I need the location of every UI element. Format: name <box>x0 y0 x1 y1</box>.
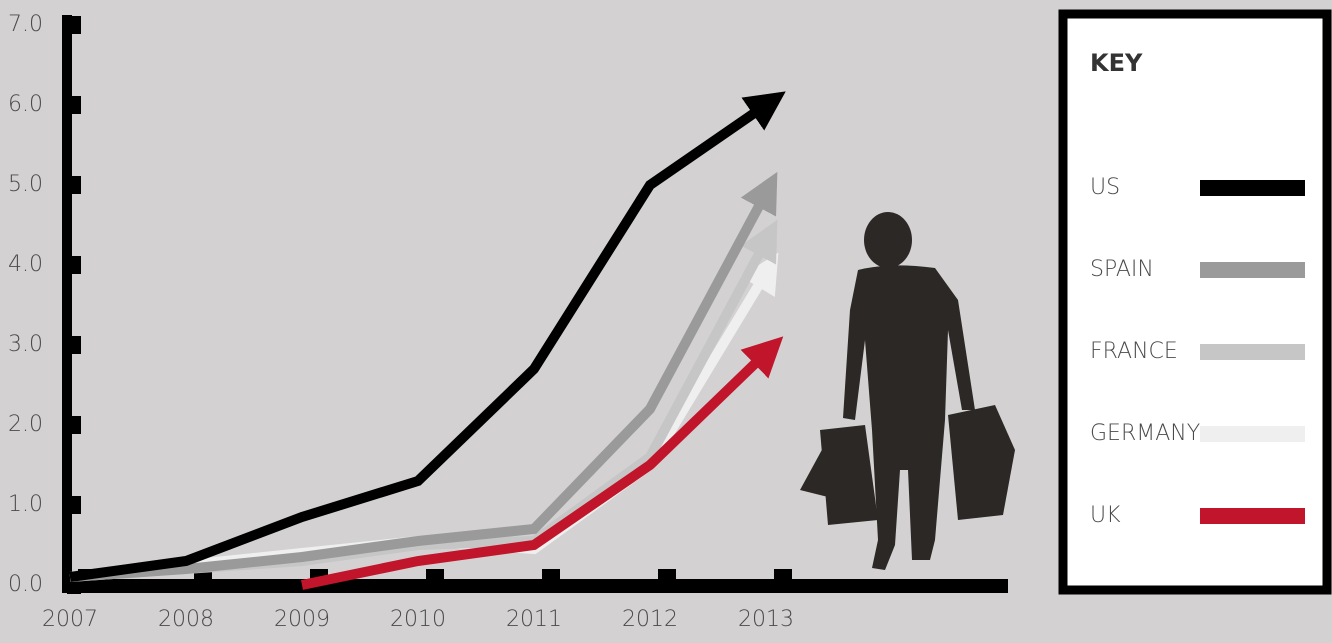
series-line <box>300 336 784 590</box>
y-tick-mark <box>67 336 81 354</box>
y-tick-mark <box>67 416 81 434</box>
y-tick-label: 0.0 <box>8 572 43 597</box>
legend-swatch <box>1200 508 1305 524</box>
legend-label: UK <box>1090 503 1121 528</box>
legend-box <box>1058 9 1332 595</box>
y-tick-label: 3.0 <box>8 332 43 357</box>
x-tick-label: 2008 <box>158 607 214 632</box>
legend-label: FRANCE <box>1090 339 1178 364</box>
y-tick-mark <box>67 496 81 514</box>
x-tick-label: 2007 <box>42 607 98 632</box>
legend-swatch <box>1200 426 1305 442</box>
y-tick-label: 6.0 <box>8 92 43 117</box>
y-tick-label: 7.0 <box>8 12 43 37</box>
legend-label: GERMANY <box>1090 421 1200 446</box>
legend-swatch <box>1200 344 1305 360</box>
legend-title: KEY <box>1090 49 1143 77</box>
y-tick-label: 4.0 <box>8 252 43 277</box>
legend-label: SPAIN <box>1090 257 1154 282</box>
y-tick-label: 5.0 <box>8 172 43 197</box>
x-tick-label: 2010 <box>390 607 446 632</box>
x-tick-mark <box>774 569 792 583</box>
x-tick-mark <box>658 569 676 583</box>
y-tick-mark <box>67 16 81 34</box>
x-tick-label: 2012 <box>622 607 678 632</box>
series-line <box>69 171 778 582</box>
legend-label: US <box>1090 175 1120 200</box>
y-tick-mark <box>67 256 81 274</box>
x-tick-label: 2009 <box>274 607 330 632</box>
x-tick-label: 2011 <box>506 607 562 632</box>
y-tick-mark <box>67 176 81 194</box>
y-tick-label: 1.0 <box>8 492 43 517</box>
y-tick-mark <box>67 96 81 114</box>
legend-swatch <box>1200 180 1305 196</box>
shopper-silhouette <box>800 212 1015 570</box>
y-tick-label: 2.0 <box>8 412 43 437</box>
legend-swatch <box>1200 262 1305 278</box>
x-tick-mark <box>542 569 560 583</box>
x-tick-mark <box>426 569 444 583</box>
series-line <box>69 91 786 582</box>
x-tick-label: 2013 <box>738 607 794 632</box>
